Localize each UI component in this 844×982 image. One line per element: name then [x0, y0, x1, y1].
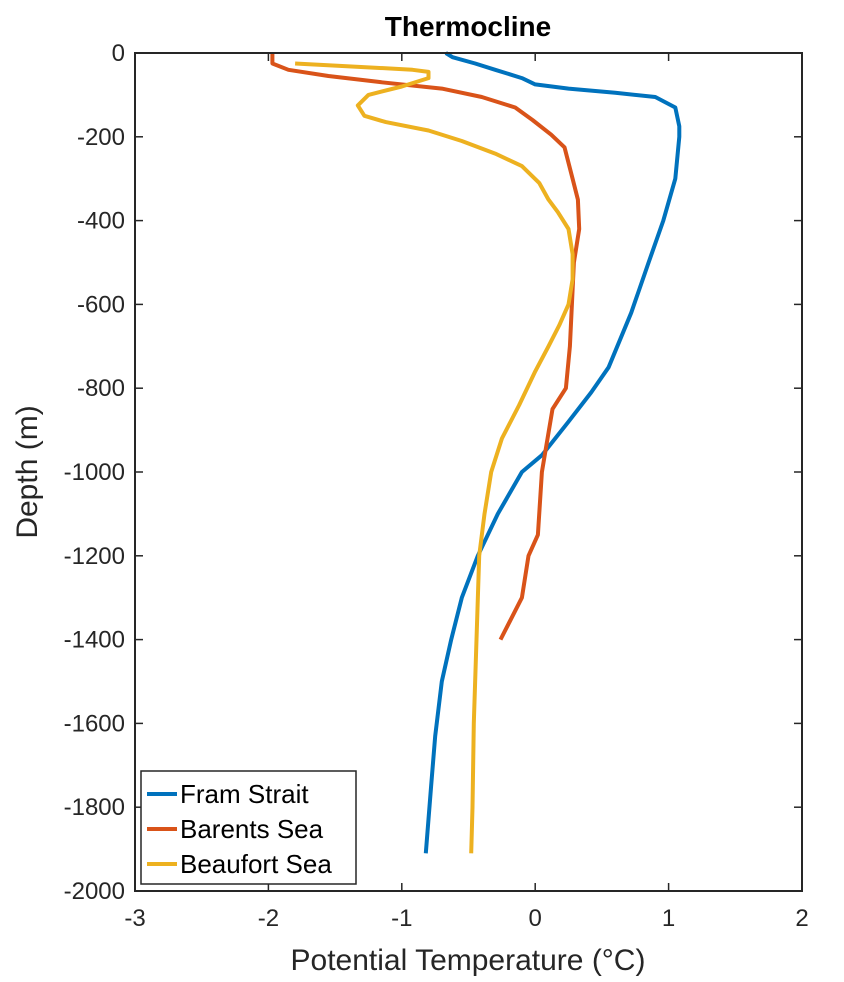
y-tick-label: -1600 — [64, 710, 125, 737]
y-tick-label: -1000 — [64, 459, 125, 486]
x-tick-label: 2 — [795, 905, 808, 932]
series-line-barents-sea — [270, 53, 582, 641]
y-tick-label: -1800 — [64, 794, 125, 821]
y-tick-label: 0 — [112, 40, 125, 67]
legend-label-beaufort-sea: Beaufort Sea — [180, 849, 332, 879]
x-tick-label: 1 — [662, 905, 675, 932]
series-line-beaufort-sea — [294, 61, 575, 854]
x-tick-label: -1 — [391, 905, 412, 932]
series-layer — [270, 51, 682, 854]
x-tick-label: -3 — [124, 905, 145, 932]
y-tick-label: -800 — [77, 375, 125, 402]
y-axis-label: Depth (m) — [11, 405, 44, 538]
y-tick-label: -1400 — [64, 627, 125, 654]
x-tick-label: 0 — [529, 905, 542, 932]
series-line-fram-strait — [423, 51, 682, 854]
y-tick-label: -400 — [77, 208, 125, 235]
y-tick-label: -200 — [77, 124, 125, 151]
x-axis-label: Potential Temperature (°C) — [291, 944, 646, 977]
legend-label-barents-sea: Barents Sea — [180, 814, 324, 844]
plot-area-frame — [134, 52, 803, 892]
y-tick-label: -1200 — [64, 543, 125, 570]
legend: Fram Strait Barents Sea Beaufort Sea — [140, 770, 357, 885]
y-tick-label: -600 — [77, 291, 125, 318]
x-tick-label: -2 — [258, 905, 279, 932]
legend-label-fram-strait: Fram Strait — [180, 779, 309, 809]
chart-title: Thermocline — [385, 11, 551, 42]
y-tick-label: -2000 — [64, 878, 125, 905]
tick-layer: -3 -2 -1 0 1 2 0 -200 -400 -600 -800 -1000 -1200 -140… — [64, 40, 809, 932]
